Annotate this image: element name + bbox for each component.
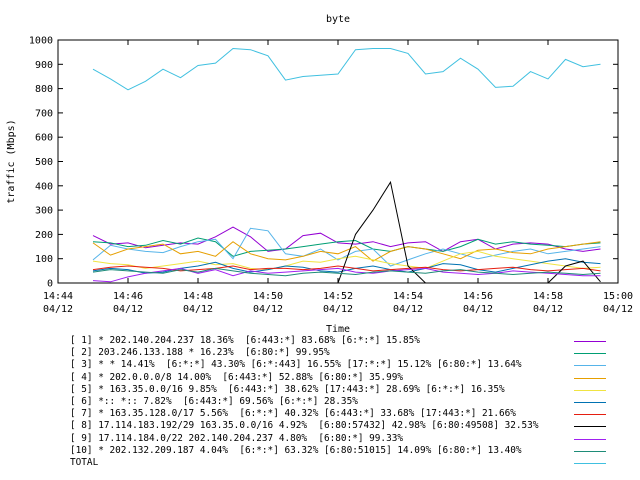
legend-item: [ 2] 203.246.133.188 * 16.23% [6:80:*] 9… [70, 347, 630, 359]
chart-title: byte [326, 14, 350, 25]
x-tick-label-date: 04/12 [463, 304, 493, 315]
legend-swatch [574, 426, 606, 428]
legend-item: [10] * 202.132.209.187 4.04% [6:*:*] 63.… [70, 445, 630, 457]
x-tick-label-time: 14:56 [463, 291, 493, 302]
y-tick-label: 1000 [29, 36, 53, 47]
legend-swatch [574, 414, 606, 416]
legend-item: [ 6] *:: *:: 7.82% [6:443:*] 69.56% [6:*… [70, 396, 630, 408]
y-tick-label: 800 [35, 84, 53, 95]
x-tick-label-date: 04/12 [43, 304, 73, 315]
x-tick-label-date: 04/12 [533, 304, 563, 315]
legend-swatch [574, 389, 606, 391]
series-line-8 [93, 180, 601, 284]
legend-item: [ 9] 17.114.184.0/22 202.140.204.237 4.8… [70, 433, 630, 445]
y-tick-label: 0 [47, 279, 53, 290]
legend-item: [ 5] * 163.35.0.0/16 9.85% [6:443:*] 38.… [70, 384, 630, 396]
y-tick-label: 500 [35, 157, 53, 168]
x-axis-ticks: 14:44 04/12 14:46 04/12 14:48 04/12 14:50 04/12… [43, 40, 633, 315]
x-tick-label-date: 04/12 [393, 304, 423, 315]
series-line-10 [92, 267, 601, 277]
x-tick-label-time: 14:50 [253, 291, 283, 302]
legend-swatch [574, 353, 606, 355]
legend-label: [ 4] * 202.0.0.0/8 14.00% [6:443:*] 52.8… [70, 371, 404, 383]
y-tick-label: 100 [35, 254, 53, 265]
legend-label: TOTAL [70, 456, 99, 468]
legend-label: [ 6] *:: *:: 7.82% [6:443:*] 69.56% [6:*… [70, 395, 358, 407]
y-tick-label: 300 [35, 206, 53, 217]
legend-item: [ 1] * 202.140.204.237 18.36% [6:443:*] … [70, 335, 630, 347]
legend-swatch [574, 341, 606, 342]
legend-label: [ 1] * 202.140.204.237 18.36% [6:443:*] … [70, 335, 420, 346]
x-axis-label: Time [326, 324, 350, 335]
x-tick-label-time: 14:52 [323, 291, 353, 302]
x-tick-label-date: 04/12 [323, 304, 353, 315]
legend-swatch [574, 377, 606, 379]
x-tick-label-date: 04/12 [183, 304, 213, 315]
legend-label: [ 8] 17.114.183.192/29 163.35.0.0/16 4.9… [70, 420, 539, 432]
legend: [ 1] * 202.140.204.237 18.36% [6:443:*] … [70, 335, 630, 469]
series-line-6 [92, 258, 601, 274]
y-tick-label: 900 [35, 60, 53, 71]
legend-label: [ 2] 203.246.133.188 * 16.23% [6:80:*] 9… [70, 347, 330, 359]
x-tick-label-time: 14:58 [533, 291, 563, 302]
x-tick-label-time: 14:46 [113, 291, 143, 302]
y-axis-ticks: 0 100 200 300 400 500 600 700 800 900 1000 [29, 36, 618, 290]
legend-label: [10] * 202.132.209.187 4.04% [6:*:*] 63.… [70, 444, 522, 456]
legend-item: [ 8] 17.114.183.192/29 163.35.0.0/16 4.9… [70, 420, 630, 432]
legend-swatch [574, 401, 606, 403]
legend-swatch [574, 450, 606, 452]
legend-label: [ 9] 17.114.184.0/22 202.140.204.237 4.8… [70, 432, 404, 444]
legend-item: [ 3] * * 14.41% [6:*:*] 43.30% [6:*:443]… [70, 359, 630, 371]
legend-label: [ 7] * 163.35.128.0/17 5.56% [6:*:*] 40.… [70, 408, 516, 420]
legend-item: TOTAL [70, 457, 630, 469]
legend-item: [ 7] * 163.35.128.0/17 5.56% [6:*:*] 40.… [70, 408, 630, 420]
y-tick-label: 700 [35, 108, 53, 119]
x-tick-label-date: 04/12 [603, 304, 633, 315]
series-line-4 [92, 241, 601, 262]
series-lines [92, 47, 601, 284]
y-axis-label: traffic (Mbps) [6, 119, 17, 203]
traffic-chart: byte traffic (Mbps) Time 0 100 200 300 400 50… [6, 14, 633, 335]
legend-swatch [574, 462, 606, 464]
legend-label: [ 3] * * 14.41% [6:*:*] 43.30% [6:*:443]… [70, 359, 522, 371]
y-tick-label: 200 [35, 230, 53, 241]
y-tick-label: 400 [35, 181, 53, 192]
x-tick-label-time: 14:44 [43, 291, 73, 302]
x-tick-label-date: 04/12 [113, 304, 143, 315]
x-tick-label-date: 04/12 [253, 304, 283, 315]
x-tick-label-time: 14:54 [393, 291, 423, 302]
x-tick-label-time: 15:00 [603, 291, 633, 302]
legend-item: [ 4] * 202.0.0.0/8 14.00% [6:443:*] 52.8… [70, 372, 630, 384]
series-line-9 [92, 267, 601, 283]
y-tick-label: 600 [35, 133, 53, 144]
series-line-2 [92, 237, 601, 257]
legend-swatch [574, 365, 606, 367]
legend-label: [ 5] * 163.35.0.0/16 9.85% [6:443:*] 38.… [70, 383, 505, 395]
series-line-11 [92, 47, 601, 91]
x-tick-label-time: 14:48 [183, 291, 213, 302]
legend-swatch [574, 438, 606, 440]
series-line-3 [92, 227, 601, 267]
